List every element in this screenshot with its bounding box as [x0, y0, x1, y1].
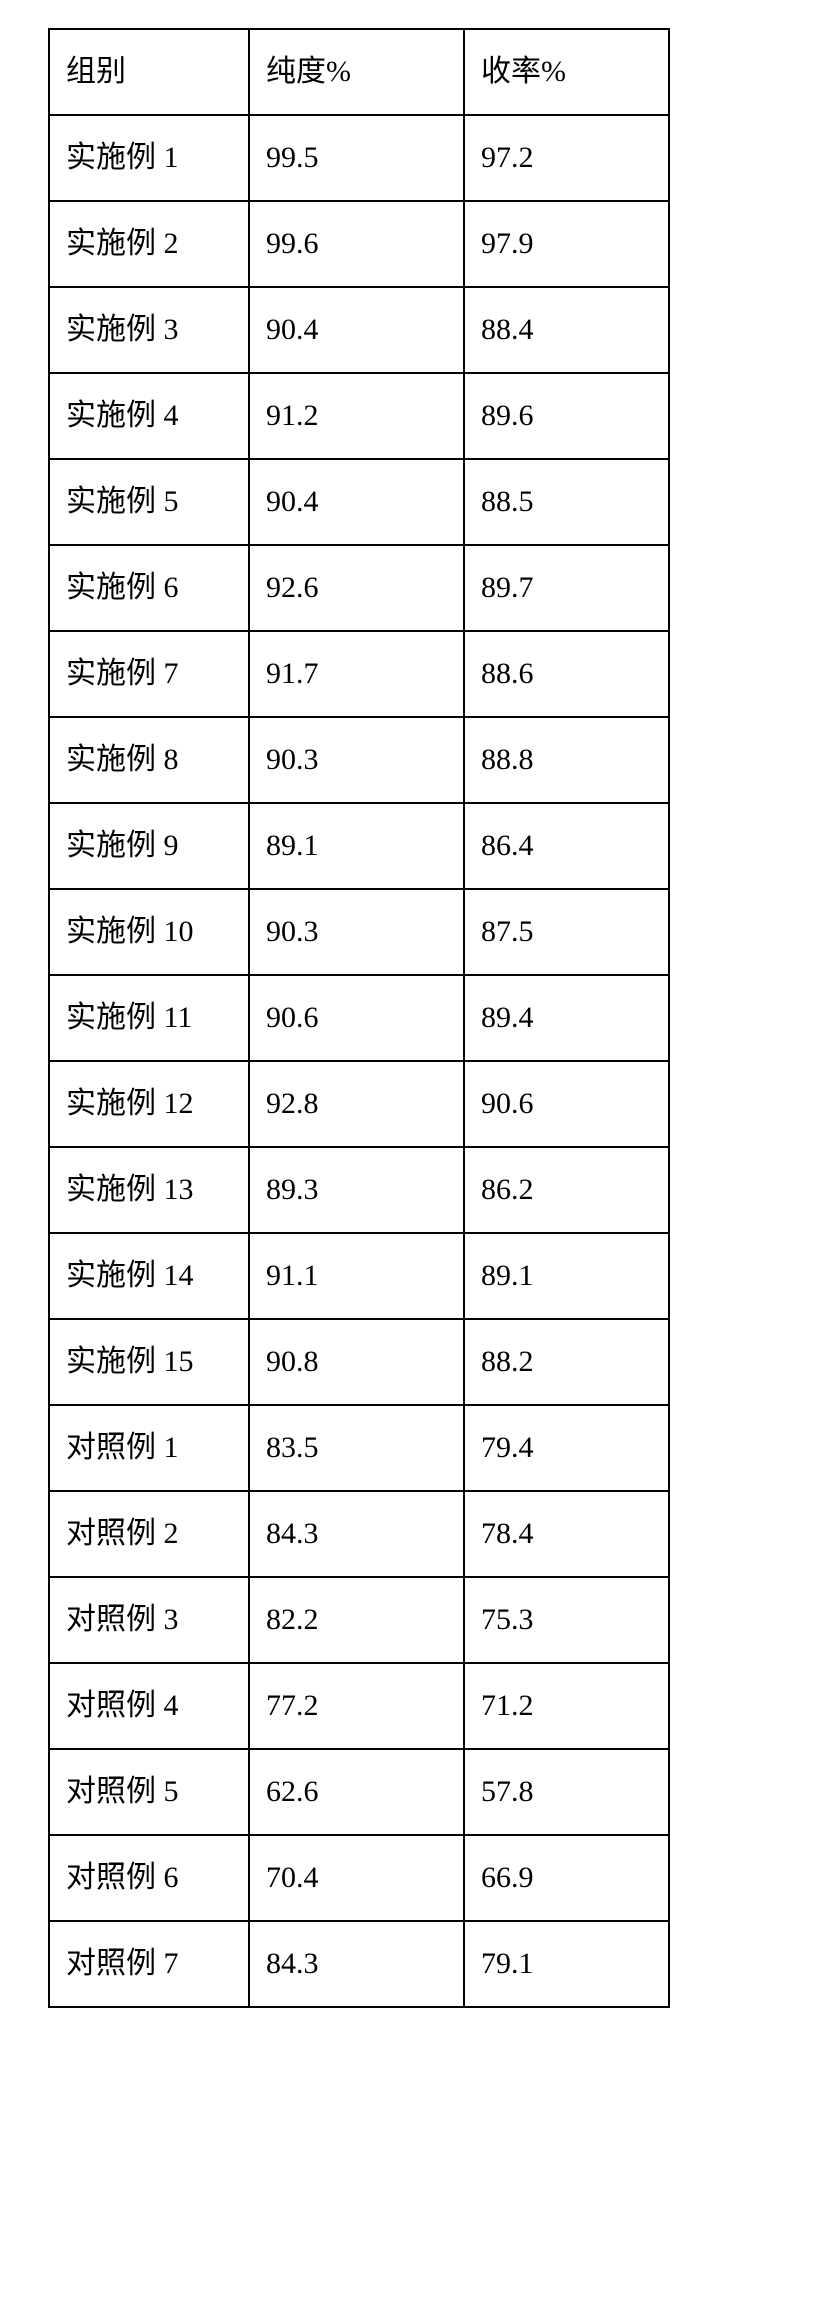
cell-purity: 90.4 [249, 287, 464, 373]
cell-purity: 70.4 [249, 1835, 464, 1921]
cell-yield: 88.8 [464, 717, 669, 803]
table-row: 实施例 692.689.7 [49, 545, 669, 631]
cell-group: 实施例 9 [49, 803, 249, 889]
table-row: 实施例 199.597.2 [49, 115, 669, 201]
table-row: 实施例 1590.888.2 [49, 1319, 669, 1405]
cell-purity: 90.8 [249, 1319, 464, 1405]
results-table-container: 组别 纯度% 收率% 实施例 199.597.2 实施例 299.697.9 实… [0, 0, 830, 2036]
col-header-yield: 收率% [464, 29, 669, 115]
results-table: 组别 纯度% 收率% 实施例 199.597.2 实施例 299.697.9 实… [48, 28, 670, 2008]
cell-yield: 88.2 [464, 1319, 669, 1405]
cell-yield: 87.5 [464, 889, 669, 975]
cell-yield: 88.5 [464, 459, 669, 545]
cell-group: 实施例 7 [49, 631, 249, 717]
table-row: 实施例 989.186.4 [49, 803, 669, 889]
table-row: 实施例 590.488.5 [49, 459, 669, 545]
cell-purity: 92.8 [249, 1061, 464, 1147]
cell-purity: 92.6 [249, 545, 464, 631]
cell-yield: 89.6 [464, 373, 669, 459]
cell-group: 实施例 12 [49, 1061, 249, 1147]
cell-yield: 88.6 [464, 631, 669, 717]
cell-purity: 84.3 [249, 1921, 464, 2007]
table-row: 对照例 562.657.8 [49, 1749, 669, 1835]
cell-yield: 90.6 [464, 1061, 669, 1147]
table-row: 对照例 670.466.9 [49, 1835, 669, 1921]
cell-group: 实施例 2 [49, 201, 249, 287]
cell-purity: 84.3 [249, 1491, 464, 1577]
cell-group: 对照例 6 [49, 1835, 249, 1921]
cell-group: 对照例 7 [49, 1921, 249, 2007]
cell-group: 实施例 3 [49, 287, 249, 373]
cell-yield: 86.2 [464, 1147, 669, 1233]
table-row: 实施例 1292.890.6 [49, 1061, 669, 1147]
cell-group: 实施例 6 [49, 545, 249, 631]
cell-group: 实施例 5 [49, 459, 249, 545]
cell-purity: 91.2 [249, 373, 464, 459]
cell-group: 实施例 8 [49, 717, 249, 803]
table-row: 对照例 784.379.1 [49, 1921, 669, 2007]
table-row: 对照例 382.275.3 [49, 1577, 669, 1663]
table-row: 对照例 477.271.2 [49, 1663, 669, 1749]
cell-yield: 66.9 [464, 1835, 669, 1921]
cell-yield: 86.4 [464, 803, 669, 889]
cell-purity: 90.6 [249, 975, 464, 1061]
cell-yield: 89.1 [464, 1233, 669, 1319]
cell-purity: 99.5 [249, 115, 464, 201]
cell-group: 对照例 2 [49, 1491, 249, 1577]
table-header-row: 组别 纯度% 收率% [49, 29, 669, 115]
col-header-purity: 纯度% [249, 29, 464, 115]
cell-purity: 91.1 [249, 1233, 464, 1319]
table-row: 实施例 1389.386.2 [49, 1147, 669, 1233]
cell-yield: 88.4 [464, 287, 669, 373]
cell-purity: 99.6 [249, 201, 464, 287]
cell-yield: 89.4 [464, 975, 669, 1061]
cell-group: 对照例 4 [49, 1663, 249, 1749]
cell-purity: 83.5 [249, 1405, 464, 1491]
cell-yield: 75.3 [464, 1577, 669, 1663]
table-row: 实施例 491.289.6 [49, 373, 669, 459]
table-row: 实施例 390.488.4 [49, 287, 669, 373]
cell-yield: 79.1 [464, 1921, 669, 2007]
cell-group: 对照例 3 [49, 1577, 249, 1663]
table-row: 实施例 791.788.6 [49, 631, 669, 717]
cell-yield: 97.2 [464, 115, 669, 201]
cell-yield: 97.9 [464, 201, 669, 287]
cell-yield: 79.4 [464, 1405, 669, 1491]
cell-purity: 90.4 [249, 459, 464, 545]
cell-group: 实施例 14 [49, 1233, 249, 1319]
cell-yield: 71.2 [464, 1663, 669, 1749]
cell-purity: 77.2 [249, 1663, 464, 1749]
cell-yield: 89.7 [464, 545, 669, 631]
table-row: 实施例 299.697.9 [49, 201, 669, 287]
cell-yield: 57.8 [464, 1749, 669, 1835]
table-row: 实施例 1190.689.4 [49, 975, 669, 1061]
table-row: 实施例 890.388.8 [49, 717, 669, 803]
table-row: 对照例 284.378.4 [49, 1491, 669, 1577]
table-row: 实施例 1090.387.5 [49, 889, 669, 975]
cell-purity: 91.7 [249, 631, 464, 717]
cell-group: 实施例 15 [49, 1319, 249, 1405]
cell-group: 实施例 11 [49, 975, 249, 1061]
cell-purity: 89.3 [249, 1147, 464, 1233]
cell-purity: 62.6 [249, 1749, 464, 1835]
cell-yield: 78.4 [464, 1491, 669, 1577]
cell-purity: 89.1 [249, 803, 464, 889]
cell-group: 实施例 4 [49, 373, 249, 459]
cell-group: 对照例 5 [49, 1749, 249, 1835]
col-header-group: 组别 [49, 29, 249, 115]
cell-group: 实施例 13 [49, 1147, 249, 1233]
cell-purity: 90.3 [249, 717, 464, 803]
cell-purity: 90.3 [249, 889, 464, 975]
table-row: 实施例 1491.189.1 [49, 1233, 669, 1319]
cell-purity: 82.2 [249, 1577, 464, 1663]
cell-group: 实施例 1 [49, 115, 249, 201]
cell-group: 实施例 10 [49, 889, 249, 975]
table-row: 对照例 183.579.4 [49, 1405, 669, 1491]
cell-group: 对照例 1 [49, 1405, 249, 1491]
table-body: 实施例 199.597.2 实施例 299.697.9 实施例 390.488.… [49, 115, 669, 2007]
